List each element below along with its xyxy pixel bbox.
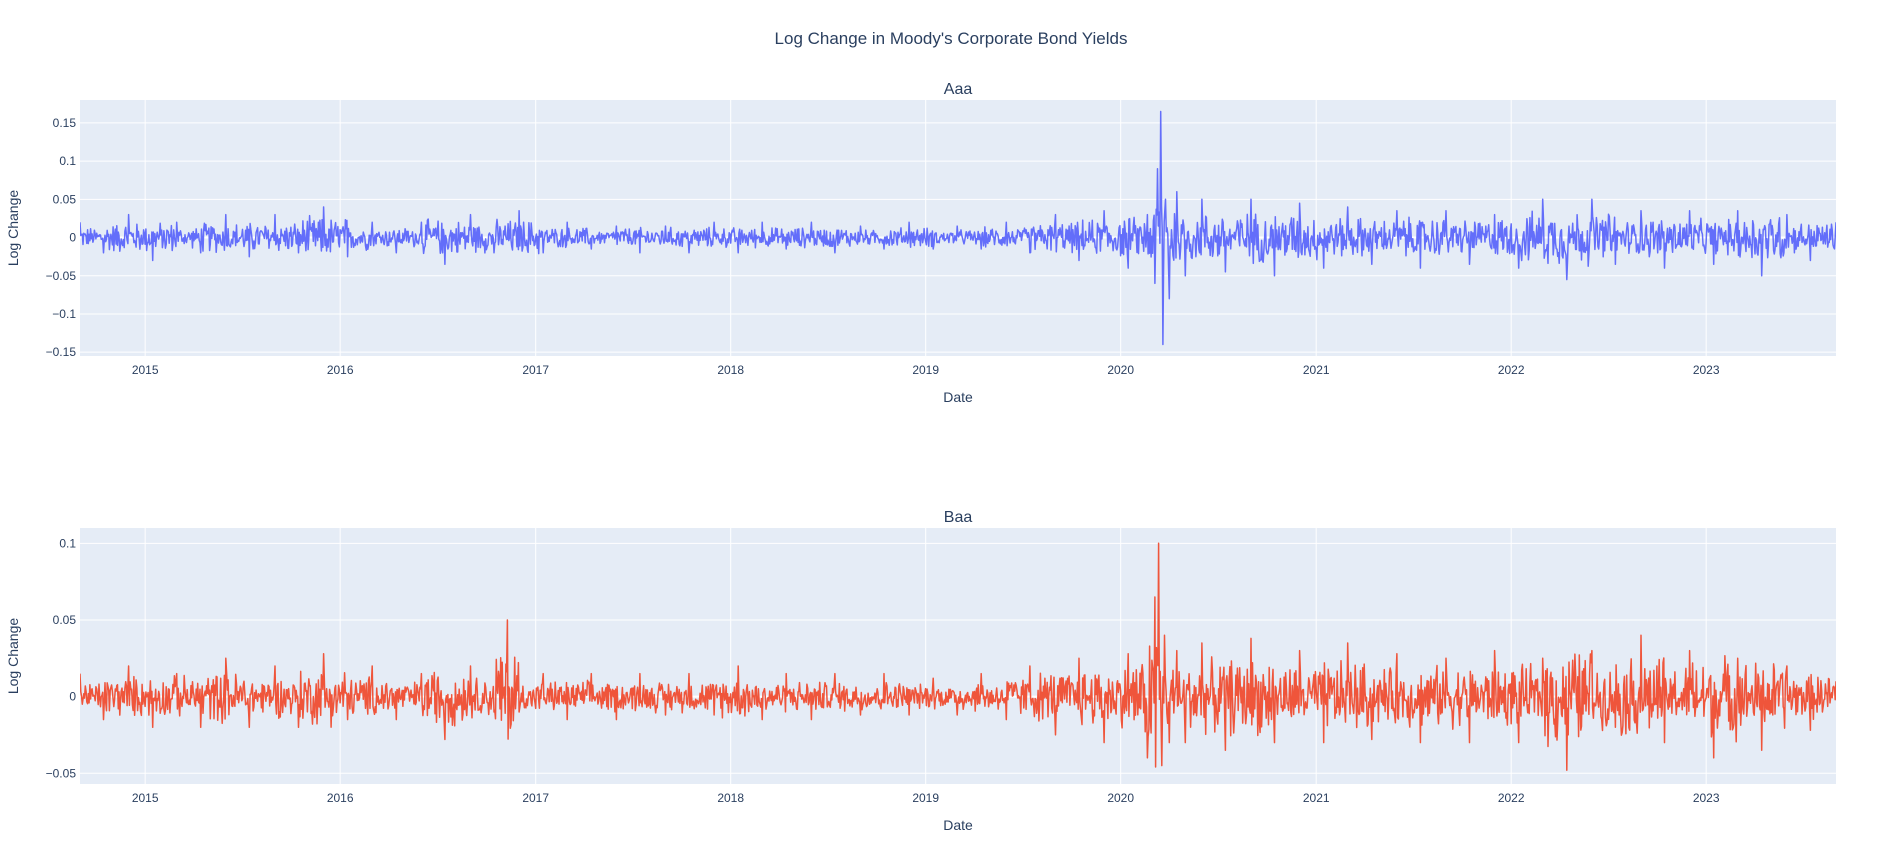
aaa-y-tick-label: −0.1	[52, 307, 76, 321]
baa-x-tick-label: 2019	[912, 791, 939, 805]
aaa-x-tick-label: 2017	[522, 363, 549, 377]
aaa-x-tick-label: 2015	[132, 363, 159, 377]
baa-y-tick-label: 0	[69, 690, 76, 704]
aaa-y-tick-label: −0.15	[46, 345, 77, 359]
baa-subplot-title: Baa	[944, 509, 973, 526]
baa-x-tick-label: 2020	[1107, 791, 1134, 805]
subplot-aaa: Aaa −0.15 −0.1 −0.05 0 0.05 0.1 0.15 2015 2016 201…	[5, 81, 1836, 405]
aaa-x-tick-label: 2019	[912, 363, 939, 377]
baa-series-line	[80, 542, 1836, 771]
baa-x-tick-label: 2021	[1303, 791, 1330, 805]
aaa-x-tick-label: 2016	[327, 363, 354, 377]
baa-x-tick-label: 2022	[1498, 791, 1525, 805]
baa-x-axis-title: Date	[943, 817, 973, 833]
baa-x-tick-label: 2015	[132, 791, 159, 805]
aaa-x-tick-label: 2018	[717, 363, 744, 377]
aaa-y-tick-label: 0.15	[53, 116, 77, 130]
aaa-x-axis-title: Date	[943, 389, 973, 405]
aaa-x-tick-label: 2020	[1107, 363, 1134, 377]
aaa-y-tick-label: −0.05	[46, 269, 77, 283]
baa-y-axis-title: Log Change	[5, 618, 21, 695]
baa-y-tick-label: −0.05	[46, 766, 77, 780]
aaa-x-tick-label: 2023	[1693, 363, 1720, 377]
figure-title: Log Change in Moody's Corporate Bond Yie…	[775, 29, 1128, 48]
aaa-x-tick-label: 2021	[1303, 363, 1330, 377]
baa-x-tick-label: 2018	[717, 791, 744, 805]
aaa-x-tick-label: 2022	[1498, 363, 1525, 377]
baa-x-tick-label: 2016	[327, 791, 354, 805]
aaa-series-line	[80, 110, 1836, 346]
baa-x-tick-label: 2017	[522, 791, 549, 805]
aaa-y-axis-title: Log Change	[5, 190, 21, 267]
baa-y-tick-label: 0.1	[59, 536, 76, 550]
baa-y-tick-label: 0.05	[53, 613, 77, 627]
baa-x-tick-label: 2023	[1693, 791, 1720, 805]
aaa-y-tick-label: 0	[69, 231, 76, 245]
baa-plot-area	[80, 528, 1836, 784]
aaa-y-tick-label: 0.05	[53, 192, 77, 206]
subplot-baa: Baa −0.05 0 0.05 0.1 2015 2016 2017 2018 2019 2020…	[5, 509, 1836, 833]
aaa-subplot-title: Aaa	[944, 81, 973, 98]
aaa-y-tick-label: 0.1	[59, 154, 76, 168]
